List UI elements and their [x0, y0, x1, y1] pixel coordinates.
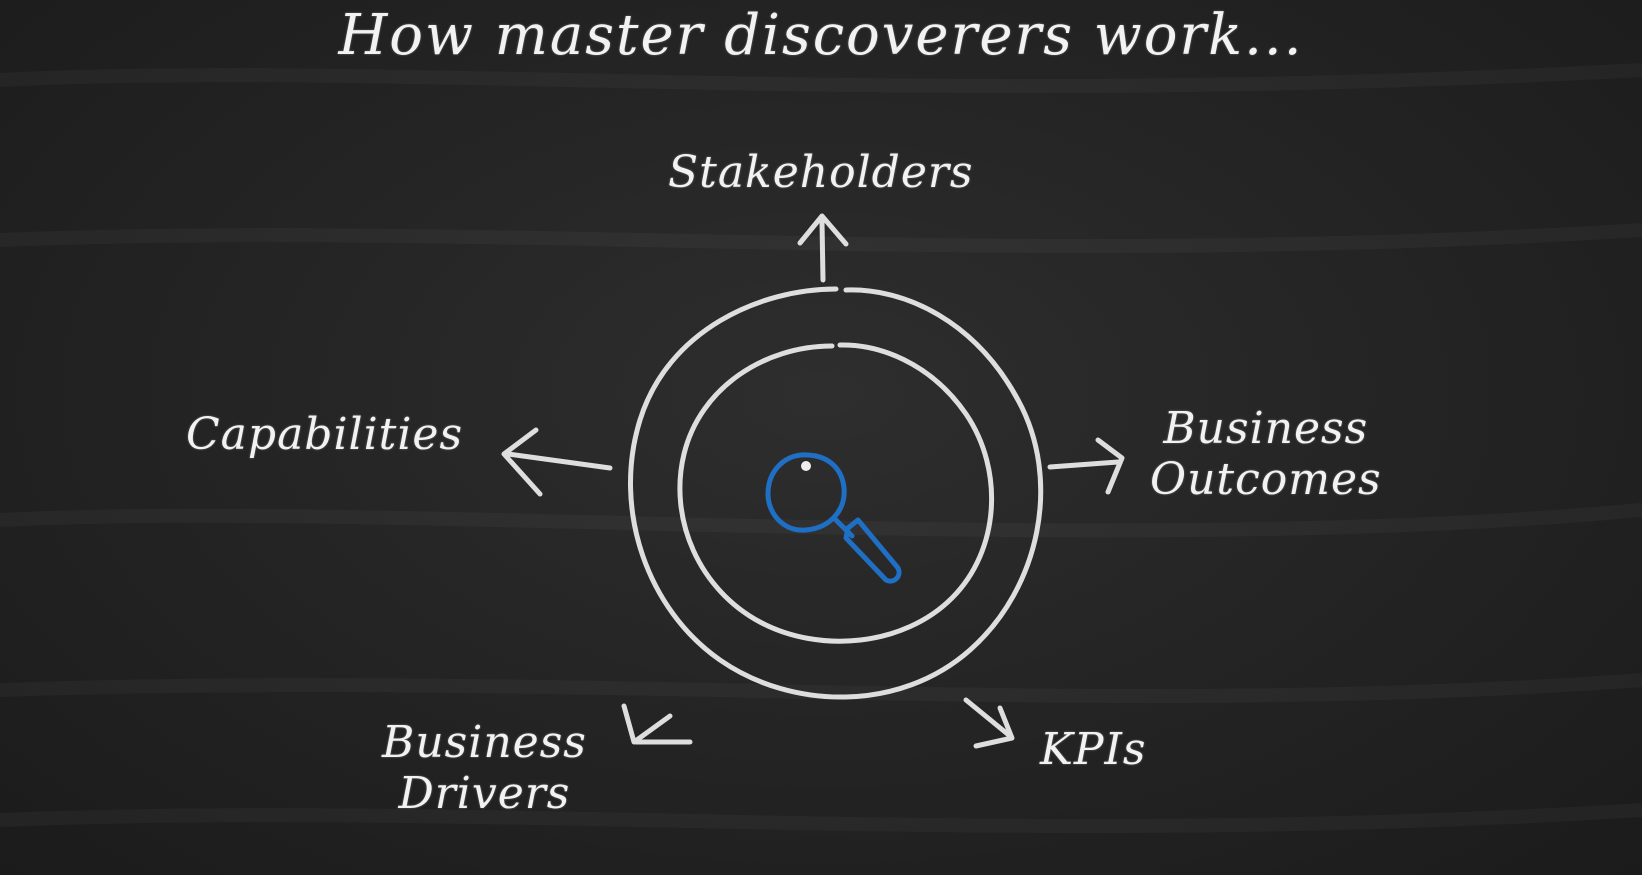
label-business-outcomes-line2: Outcomes: [1150, 453, 1382, 505]
label-stakeholders: Stakeholders: [668, 147, 974, 198]
label-business-outcomes-line1: Business: [1163, 403, 1369, 454]
inner-ring: [677, 342, 995, 644]
label-business-outcomes: Business Outcomes: [1150, 403, 1382, 505]
page-title: How master discoverers work...: [338, 3, 1304, 68]
label-capabilities: Capabilities: [186, 409, 464, 460]
label-business-drivers-line1: Business: [382, 717, 587, 768]
arrow-business-drivers: [621, 703, 693, 745]
arrow-business-outcomes: [1047, 437, 1125, 495]
arrow-stakeholders: [797, 213, 849, 283]
arrow-capabilities: [501, 427, 613, 497]
magnifying-glass-icon: [765, 452, 902, 584]
label-business-drivers-line2: Drivers: [398, 767, 571, 819]
outer-ring: [628, 286, 1044, 700]
arrow-kpis: [963, 697, 1015, 749]
label-kpis: KPIs: [1040, 724, 1147, 775]
label-business-drivers: Business Drivers: [382, 717, 587, 819]
